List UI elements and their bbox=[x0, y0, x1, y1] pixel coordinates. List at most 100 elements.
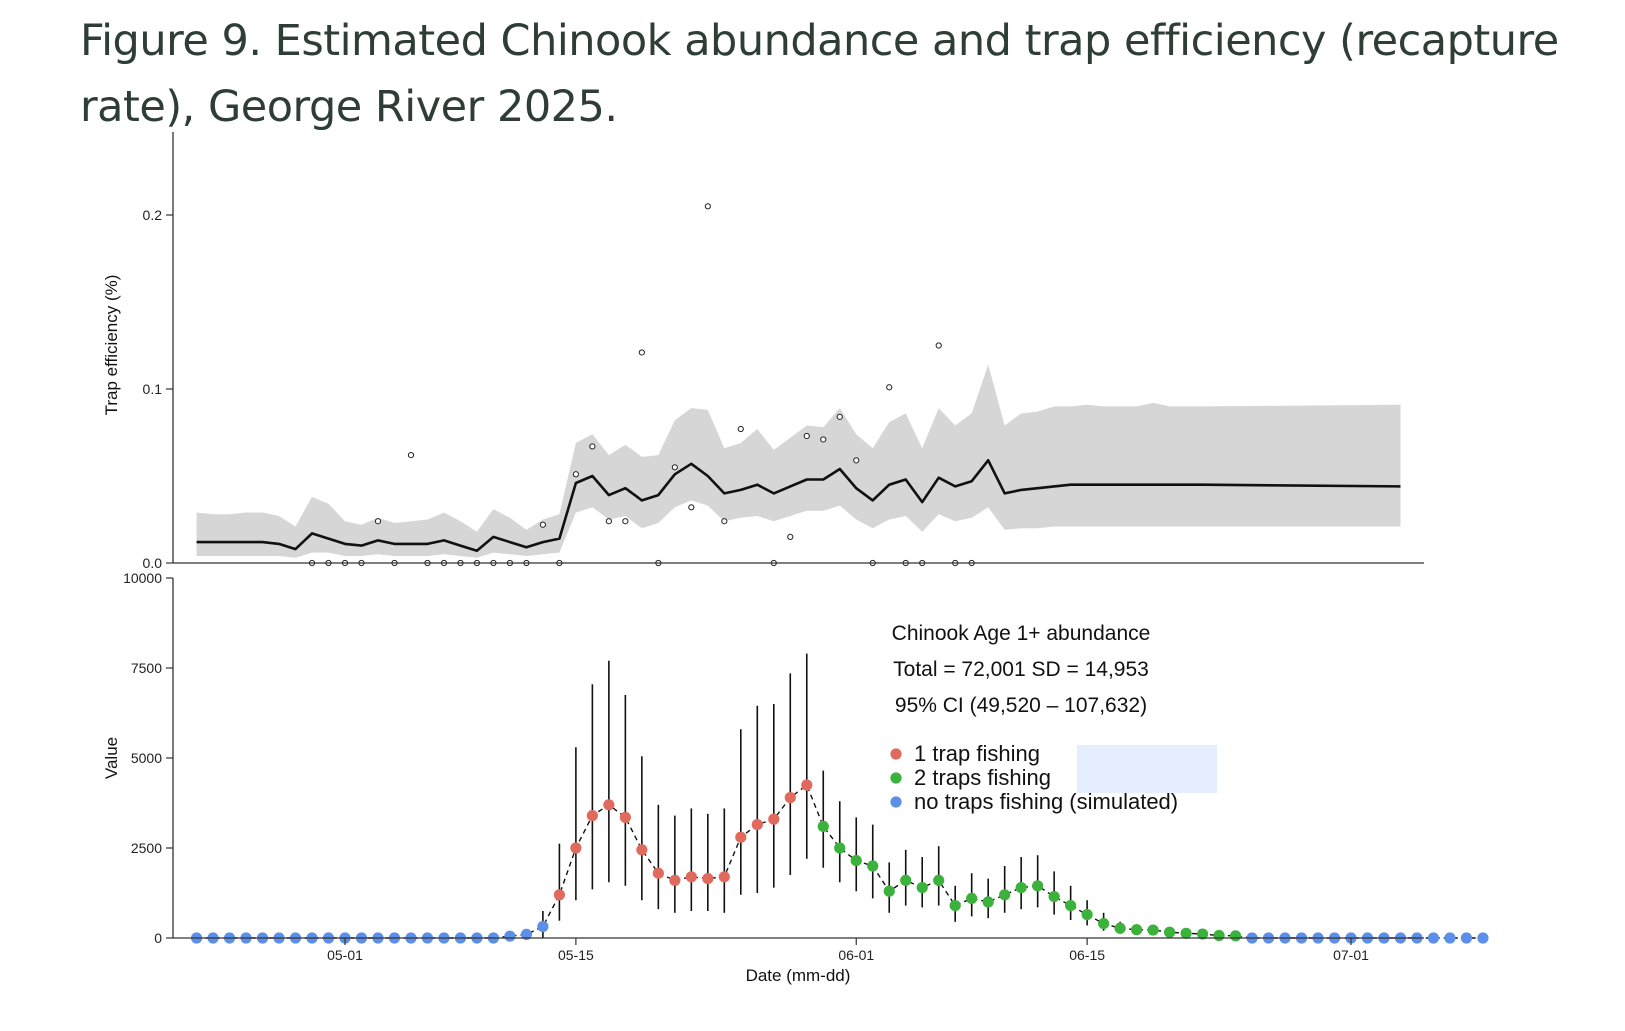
observed-point bbox=[836, 413, 843, 420]
abundance-point-one-trap bbox=[586, 810, 598, 822]
abundance-point-one-trap bbox=[603, 799, 615, 811]
observed-point bbox=[935, 342, 942, 349]
abundance-point-two-traps bbox=[1065, 900, 1077, 912]
abundance-point-two-traps bbox=[1032, 880, 1044, 892]
abundance-point-two-traps bbox=[834, 842, 846, 854]
abundance-point-two-traps bbox=[817, 820, 829, 833]
abundance-point-two-traps bbox=[966, 892, 978, 905]
abundance-point-two-traps bbox=[1196, 928, 1209, 940]
abundance-point-two-traps bbox=[867, 860, 879, 872]
abundance-point-no-traps bbox=[1460, 932, 1473, 944]
abundance-point-one-trap bbox=[685, 871, 697, 883]
observed-point bbox=[671, 464, 678, 471]
legend-swatch-one-trap bbox=[890, 748, 902, 760]
observed-point bbox=[572, 471, 579, 478]
fitted-efficiency-line bbox=[196, 459, 1401, 553]
figure-caption: Figure 9. Estimated Chinook abundance an… bbox=[80, 16, 1559, 132]
observed-point bbox=[589, 443, 596, 450]
abundance-point-two-traps bbox=[1048, 891, 1060, 903]
abundance-point-one-trap bbox=[570, 842, 582, 854]
observed-point bbox=[688, 504, 695, 511]
abundance-point-no-traps bbox=[1477, 932, 1489, 944]
abundance-point-two-traps bbox=[1114, 922, 1126, 934]
abundance-point-two-traps bbox=[916, 882, 928, 894]
observed-point bbox=[853, 457, 860, 464]
abundance-point-two-traps bbox=[1147, 924, 1159, 936]
abundance-point-two-traps bbox=[850, 855, 862, 867]
y-tick-label: 5000 bbox=[131, 750, 162, 766]
abundance-point-one-trap bbox=[619, 811, 631, 824]
observed-point bbox=[820, 436, 827, 443]
abundance-point-two-traps bbox=[999, 889, 1011, 901]
observed-point bbox=[886, 384, 893, 391]
abundance-point-no-traps bbox=[1427, 932, 1440, 944]
abundance-point-one-trap bbox=[718, 871, 730, 883]
abundance-point-one-trap bbox=[784, 792, 796, 804]
legend-label: 2 traps fishing bbox=[914, 765, 1051, 790]
annotation-line: 95% CI (49,520 – 107,632) bbox=[895, 694, 1147, 717]
x-tick-label: 06-01 bbox=[838, 947, 874, 963]
abundance-point-one-trap bbox=[669, 874, 681, 887]
observed-point bbox=[787, 533, 794, 541]
abundance-point-two-traps bbox=[1163, 926, 1176, 938]
abundance-point-no-traps bbox=[1444, 932, 1456, 944]
legend-swatch-no-traps bbox=[890, 796, 902, 808]
abundance-point-two-traps bbox=[949, 900, 961, 912]
abundance-point-one-trap bbox=[751, 819, 763, 831]
abundance-point-two-traps bbox=[1180, 927, 1192, 939]
abundance-point-two-traps bbox=[1213, 929, 1225, 942]
y-tick-label: 10000 bbox=[123, 570, 162, 586]
observed-point bbox=[374, 518, 382, 525]
x-tick-label: 06-15 bbox=[1069, 947, 1105, 963]
observed-point bbox=[605, 518, 612, 525]
abundance-point-one-trap bbox=[553, 889, 565, 901]
abundance-point-one-trap bbox=[652, 867, 664, 879]
observed-point bbox=[638, 349, 645, 356]
observed-point bbox=[737, 425, 744, 433]
abundance-point-one-trap bbox=[636, 844, 648, 856]
legend-label: no traps fishing (simulated) bbox=[914, 789, 1178, 814]
observed-point bbox=[803, 432, 810, 440]
abundance-point-two-traps bbox=[1098, 918, 1110, 930]
abundance-point-two-traps bbox=[883, 885, 895, 897]
observed-point bbox=[539, 521, 547, 528]
y-tick-label: 7500 bbox=[131, 660, 162, 676]
y-tick-label: 0.2 bbox=[143, 207, 163, 223]
y-axis-title: Trap efficiency (%) bbox=[102, 275, 121, 416]
abundance-point-two-traps bbox=[982, 896, 994, 908]
abundance-point-no-traps bbox=[520, 928, 533, 941]
abundance-point-one-trap bbox=[801, 779, 813, 791]
x-tick-label: 05-15 bbox=[558, 947, 594, 963]
abundance-point-one-trap bbox=[768, 813, 780, 825]
abundance-point-two-traps bbox=[1081, 909, 1093, 921]
abundance-point-two-traps bbox=[900, 874, 912, 887]
annotation-line: Chinook Age 1+ abundance bbox=[892, 622, 1151, 645]
legend-label: 1 trap fishing bbox=[914, 741, 1040, 766]
abundance-point-no-traps bbox=[504, 930, 516, 942]
observed-point bbox=[721, 518, 728, 525]
legend-swatch-two-traps bbox=[890, 772, 902, 784]
abundance-point-two-traps bbox=[1131, 924, 1143, 936]
abundance-point-two-traps bbox=[933, 874, 945, 887]
annotation-line: Total = 72,001 SD = 14,953 bbox=[893, 658, 1149, 681]
x-axis-title: Date (mm-dd) bbox=[746, 966, 851, 985]
trap-efficiency-panel: 0.0 0.1 0.2 Trap efficiency (%) bbox=[102, 132, 1424, 571]
x-tick-label: 05-01 bbox=[327, 947, 363, 963]
abundance-annotation: Chinook Age 1+ abundance Total = 72,001 S… bbox=[892, 622, 1151, 717]
abundance-point-two-traps bbox=[1229, 930, 1242, 942]
observed-point bbox=[704, 203, 711, 210]
observed-point bbox=[407, 452, 415, 459]
y-tick-label: 0.0 bbox=[143, 555, 163, 571]
abundance-point-one-trap bbox=[702, 873, 714, 885]
y-tick-label: 0.1 bbox=[143, 381, 163, 397]
confidence-band bbox=[196, 364, 1401, 558]
y-tick-label: 0 bbox=[154, 930, 162, 946]
y-axis-title: Value bbox=[102, 737, 121, 779]
abundance-point-one-trap bbox=[735, 831, 747, 843]
abundance-panel: 0 2500 5000 7500 10000 05-01 05-15 06-01 06-15 07… bbox=[102, 570, 1489, 985]
legend-highlight-box bbox=[1077, 745, 1217, 793]
y-tick-label: 2500 bbox=[131, 840, 162, 856]
abundance-point-two-traps bbox=[1015, 882, 1027, 894]
